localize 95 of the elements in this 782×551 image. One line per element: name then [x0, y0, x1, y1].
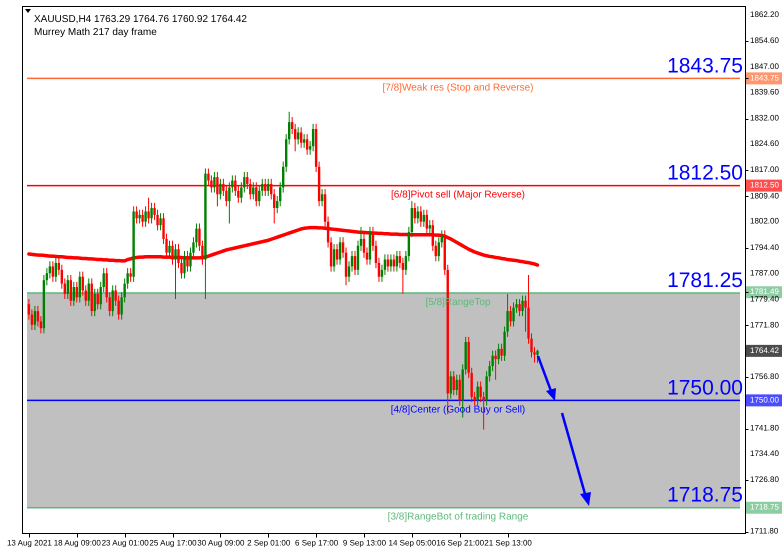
candlestick [396, 250, 398, 272]
y-tick-label: 1832.00 [750, 114, 780, 123]
candlestick [296, 126, 300, 145]
x-tick-label: 16 Sep 21:00 [436, 538, 485, 548]
text: 1843.75 [667, 54, 743, 78]
candlestick [111, 284, 114, 317]
y-tick-label: 1718.75 [750, 502, 780, 512]
candlestick [476, 380, 479, 406]
candlestick [509, 305, 512, 328]
y-tick-label: 1794.40 [750, 242, 780, 252]
candlestick [306, 134, 308, 156]
y-tick-label: 1824.60 [750, 139, 780, 148]
y-tick-label: 1734.40 [750, 448, 780, 458]
candlestick [452, 370, 455, 396]
candlestick [386, 254, 390, 272]
y-tick-label: 1771.80 [750, 320, 780, 330]
x-tick-label: 14 Sep 05:00 [388, 538, 437, 548]
candlestick [52, 260, 54, 282]
y-tick-label: 1809.40 [750, 191, 780, 200]
y-tick-label: 1839.60 [750, 88, 780, 97]
x-tick-label: 13 Aug 2021 [6, 538, 52, 548]
candlestick [497, 343, 500, 365]
text: Murrey Math 217 day frame [34, 27, 158, 38]
candlestick [500, 343, 503, 362]
x-tick-label: 23 Aug 01:00 [102, 538, 150, 548]
text: 1718.75 [667, 484, 743, 507]
x-tick-label: 6 Sep 17:00 [295, 538, 339, 548]
candlestick [302, 134, 306, 148]
text: 1781.25 [667, 269, 743, 292]
candlestick [54, 257, 58, 282]
text: 1812.50 [667, 162, 743, 185]
y-tick-label: 1726.80 [750, 475, 780, 484]
candlestick [88, 278, 90, 306]
candlestick [390, 254, 392, 272]
candlestick [494, 350, 497, 380]
candlestick [458, 374, 461, 406]
y-tick-label: 1787.00 [750, 268, 780, 278]
text: XAUUSD,H4 1763.29 1764.76 1760.92 1764.42 [34, 14, 248, 25]
y-tick-label: 1802.00 [750, 216, 780, 226]
candlestick [336, 244, 338, 266]
y-tick-label: 1847.00 [750, 62, 780, 72]
ref-line-label: [3/8]RangeBot of trading Range [388, 512, 529, 523]
y-tick-label: 1862.20 [750, 10, 780, 19]
candlestick [450, 370, 452, 400]
candlestick [267, 178, 270, 196]
candlestick [138, 209, 141, 224]
y-tick-label: 1711.80 [750, 526, 779, 536]
candlestick [150, 202, 153, 224]
y-tick-label: 1854.60 [750, 36, 780, 46]
candlestick [135, 206, 138, 224]
candlestick [66, 274, 70, 300]
candlestick [72, 281, 75, 306]
candlestick [300, 126, 302, 148]
x-tick-label: 30 Aug 09:00 [197, 538, 246, 548]
x-tick-label: 9 Sep 13:00 [342, 538, 387, 548]
candlestick [219, 178, 222, 200]
candlestick [512, 302, 515, 328]
y-tick-label: 1756.80 [750, 372, 780, 382]
x-tick-label: 25 Aug 17:00 [149, 538, 198, 548]
y-tick-label: 1843.75 [750, 73, 780, 82]
candlestick [422, 209, 426, 228]
y-tick-label: 1817.00 [750, 165, 780, 174]
candlestick [34, 305, 36, 330]
candlestick [129, 268, 132, 282]
text: 1750.00 [667, 376, 743, 400]
candlestick [96, 288, 99, 310]
candlestick [392, 254, 396, 272]
candlestick [213, 171, 216, 194]
candlestick [76, 281, 78, 303]
candlestick [141, 209, 144, 228]
candlestick [70, 274, 72, 306]
candlestick [414, 202, 416, 224]
y-tick-label: 1812.50 [750, 180, 780, 190]
candlestick [320, 188, 324, 207]
y-tick-label: 1741.80 [750, 424, 780, 433]
candlestick [416, 206, 420, 224]
candlestick [428, 220, 431, 234]
y-tick-label: 1764.42 [750, 346, 780, 355]
ref-line-label: [6/8]Pivot sell (Major Reverse) [391, 190, 525, 201]
x-tick-label: 18 Aug 09:00 [54, 538, 102, 548]
candlestick [420, 206, 422, 228]
x-tick-label: 2 Sep 01:00 [247, 538, 291, 548]
candlestick [144, 206, 147, 228]
candlestick [94, 288, 96, 317]
ref-line-label: [7/8]Weak res (Stop and Reverse) [382, 82, 534, 94]
candlestick [456, 374, 458, 396]
candlestick [332, 244, 336, 272]
candlestick [312, 123, 314, 152]
y-tick-label: 1781.49 [750, 287, 780, 296]
candlestick [252, 182, 254, 200]
y-tick-label: 1779.40 [750, 294, 780, 304]
candlestick [147, 197, 150, 224]
candlestick [78, 271, 81, 303]
x-tick-label: 21 Sep 13:00 [484, 538, 532, 548]
y-tick-label: 1750.00 [750, 395, 780, 404]
